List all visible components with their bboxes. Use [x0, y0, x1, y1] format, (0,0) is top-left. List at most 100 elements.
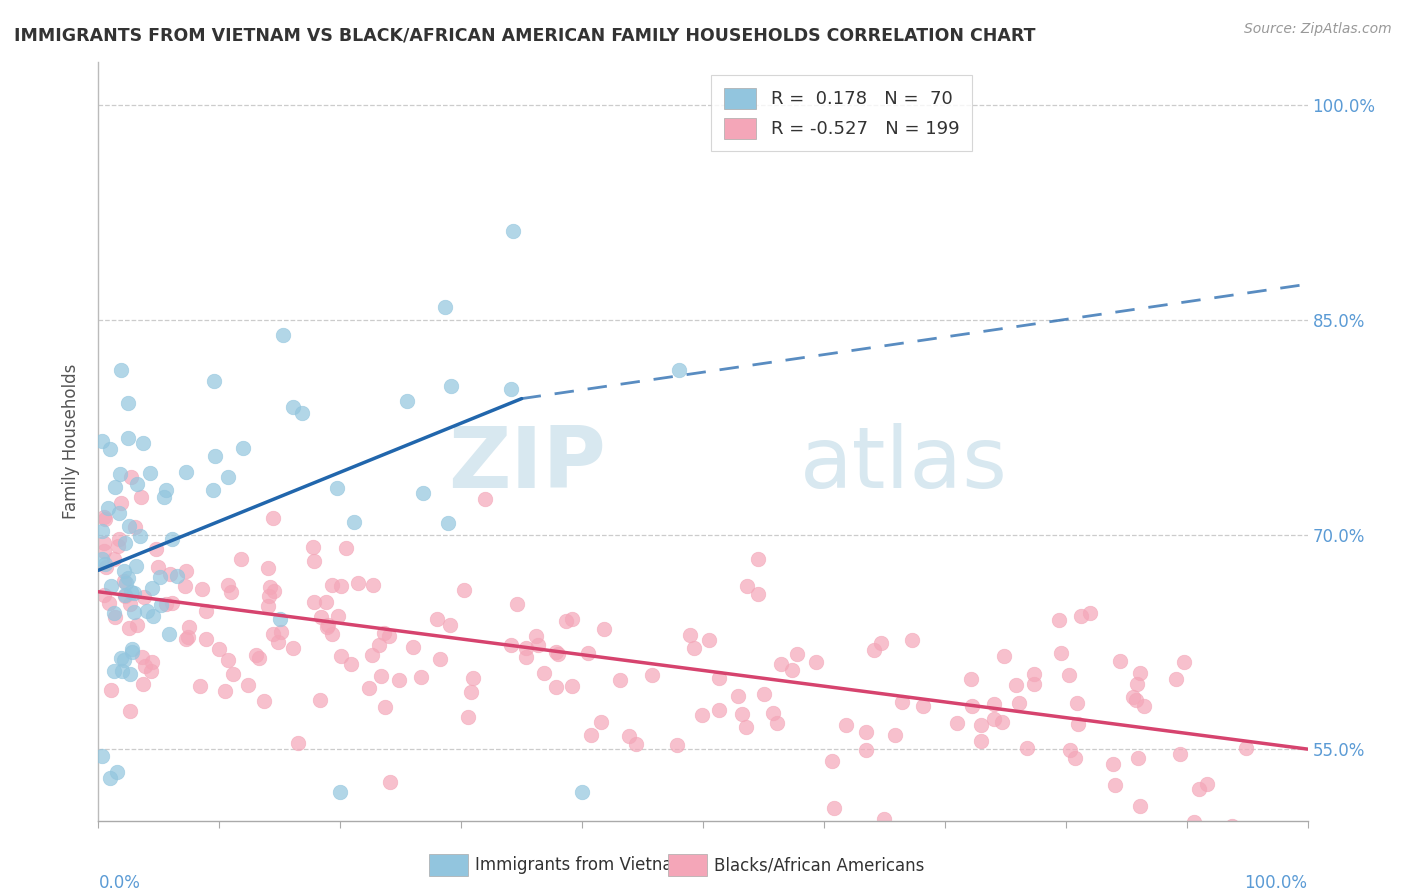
Point [969, 718, 991, 732]
Point [373, 625, 395, 640]
Point [188, 679, 211, 693]
Point [668, 362, 690, 376]
Point [862, 643, 884, 657]
Point [460, 685, 482, 699]
Point [287, 736, 309, 750]
Point [690, 708, 713, 723]
Point [707, 702, 730, 716]
Point [378, 774, 401, 789]
Point [329, 785, 352, 799]
Text: atlas: atlas [800, 423, 1008, 506]
Point [901, 633, 924, 648]
Point [624, 737, 647, 751]
Point [506, 597, 529, 611]
Point [1166, 672, 1188, 686]
Point [155, 598, 177, 612]
Point [217, 653, 239, 667]
Point [1005, 678, 1028, 692]
Point [114, 588, 136, 602]
Point [104, 480, 127, 494]
Point [142, 609, 165, 624]
Point [217, 578, 239, 592]
Point [110, 664, 132, 678]
Point [132, 677, 155, 691]
Point [103, 664, 125, 678]
Point [747, 587, 769, 601]
Point [786, 647, 808, 661]
Point [129, 491, 152, 505]
Point [872, 812, 894, 826]
Point [291, 406, 314, 420]
Point [145, 541, 167, 556]
Point [122, 605, 145, 619]
Point [1047, 613, 1070, 627]
Point [174, 632, 197, 646]
Point [433, 300, 456, 314]
Point [1170, 747, 1192, 762]
Point [378, 629, 401, 643]
Text: 0.0%: 0.0% [98, 874, 141, 892]
Point [93, 512, 115, 526]
Point [395, 394, 418, 409]
Point [571, 785, 593, 799]
Point [960, 672, 983, 686]
Point [1078, 606, 1101, 620]
Point [262, 511, 284, 525]
Point [204, 450, 226, 464]
Point [117, 431, 139, 445]
Point [141, 655, 163, 669]
Point [727, 689, 749, 703]
Point [1066, 696, 1088, 710]
Point [884, 728, 907, 742]
Point [231, 552, 253, 566]
Point [340, 657, 363, 671]
Point [91, 524, 114, 538]
Point [149, 598, 172, 612]
Point [219, 585, 242, 599]
Point [270, 625, 292, 640]
Point [330, 579, 353, 593]
Point [328, 609, 350, 624]
Point [238, 678, 260, 692]
Point [412, 486, 434, 500]
Point [122, 585, 145, 599]
Point [1057, 668, 1080, 682]
Point [834, 718, 856, 732]
Text: ZIP: ZIP [449, 423, 606, 506]
Point [259, 580, 281, 594]
Point [125, 559, 148, 574]
Point [141, 581, 163, 595]
Legend: R =  0.178   N =  70, R = -0.527   N = 199: R = 0.178 N = 70, R = -0.527 N = 199 [711, 75, 972, 152]
Point [98, 596, 121, 610]
Point [499, 382, 522, 396]
Point [617, 729, 640, 743]
Point [1182, 815, 1205, 830]
Point [177, 630, 200, 644]
Point [302, 540, 325, 554]
Point [855, 742, 877, 756]
Point [108, 532, 131, 546]
Point [134, 658, 156, 673]
Point [457, 710, 479, 724]
Point [94, 560, 117, 574]
Point [308, 693, 330, 707]
Point [316, 620, 339, 634]
Point [114, 536, 136, 550]
Point [426, 612, 449, 626]
Point [93, 509, 115, 524]
Point [136, 604, 159, 618]
Point [146, 559, 169, 574]
Point [1129, 665, 1152, 680]
Point [401, 640, 423, 654]
Point [360, 648, 382, 662]
Point [110, 650, 132, 665]
Point [1126, 677, 1149, 691]
Point [576, 646, 599, 660]
Point [173, 579, 195, 593]
Point [754, 687, 776, 701]
Point [127, 618, 149, 632]
Point [554, 614, 576, 628]
Point [499, 638, 522, 652]
Point [524, 629, 547, 643]
Point [195, 632, 218, 646]
